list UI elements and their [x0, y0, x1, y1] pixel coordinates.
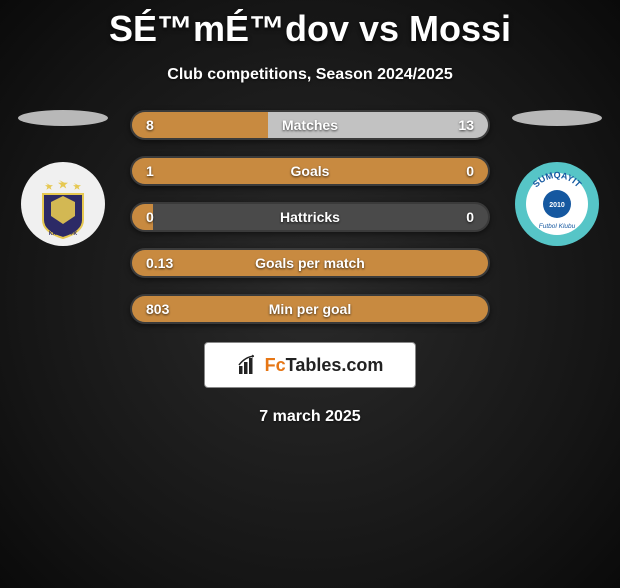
svg-text:KAPAZ PFK: KAPAZ PFK: [49, 231, 78, 237]
stat-value-left: 0.13: [146, 255, 173, 271]
date-caption: 7 march 2025: [0, 408, 620, 426]
shield-crest-icon: KAPAZ PFK: [21, 162, 105, 246]
stat-value-left: 803: [146, 301, 169, 317]
stat-row: 1 0 Goals: [130, 156, 490, 186]
stat-row: 0.13 Goals per match: [130, 248, 490, 278]
stat-value-left: 8: [146, 117, 154, 133]
stat-label: Goals per match: [255, 255, 365, 271]
left-player-col: KAPAZ PFK: [8, 110, 118, 246]
stat-row: 803 Min per goal: [130, 294, 490, 324]
left-oval-shadow: [18, 110, 108, 126]
page-title: SÉ™mÉ™dov vs Mossi: [0, 8, 620, 50]
stat-label: Matches: [282, 117, 338, 133]
stat-row: 8 13 Matches: [130, 110, 490, 140]
stat-bars-column: 8 13 Matches 1 0 Goals 0 0 Hattricks 0.13 Goals pe…: [130, 110, 490, 324]
stat-value-right: 0: [466, 209, 474, 225]
stat-label: Goals: [291, 163, 330, 179]
round-crest-icon: SUMQAYIT 2010 Futbol Klubu: [515, 162, 599, 246]
stat-row: 0 0 Hattricks: [130, 202, 490, 232]
stat-value-left: 1: [146, 163, 154, 179]
brand-label: FcTables.com: [265, 355, 384, 376]
svg-text:2010: 2010: [549, 202, 565, 209]
stat-label: Hattricks: [280, 209, 340, 225]
right-club-crest: SUMQAYIT 2010 Futbol Klubu: [515, 162, 599, 246]
brand-watermark: FcTables.com: [204, 342, 416, 388]
stat-value-right: 13: [458, 117, 474, 133]
svg-text:Futbol Klubu: Futbol Klubu: [539, 223, 576, 230]
comparison-area: KAPAZ PFK 8 13 Matches 1 0 Goals 0 0 Hattricks 0.…: [0, 110, 620, 324]
right-oval-shadow: [512, 110, 602, 126]
subtitle: Club competitions, Season 2024/2025: [0, 66, 620, 84]
stat-label: Min per goal: [269, 301, 351, 317]
left-club-crest: KAPAZ PFK: [21, 162, 105, 246]
right-player-col: SUMQAYIT 2010 Futbol Klubu: [502, 110, 612, 246]
stat-value-right: 0: [466, 163, 474, 179]
bar-chart-icon: [237, 354, 259, 376]
stat-value-left: 0: [146, 209, 154, 225]
